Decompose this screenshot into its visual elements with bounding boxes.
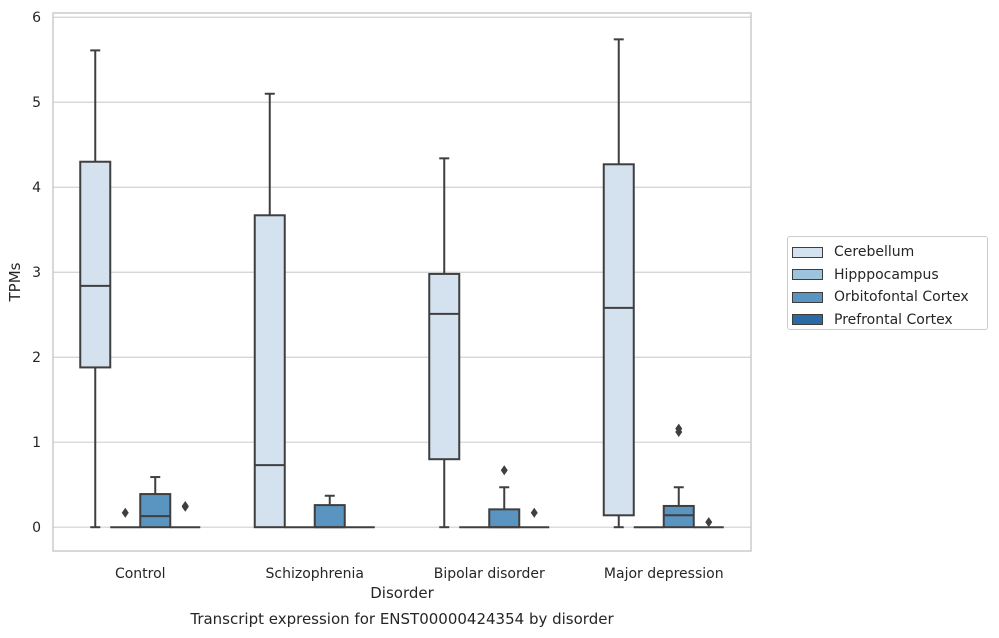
gridlines: [53, 16, 751, 528]
legend-label: Prefrontal Cortex: [834, 311, 953, 328]
box-body: [662, 504, 695, 529]
legend-label: Cerebellum: [834, 244, 915, 261]
legend: Cerebellum Hipppocampus Orbitofontal Cor…: [787, 236, 988, 330]
box-orbitofontal-cortex: [488, 465, 521, 529]
box-orbitofontal-cortex: [139, 476, 172, 529]
x-axis-label: Disorder: [370, 584, 434, 602]
box-body: [488, 508, 521, 529]
legend-label: Hipppocampus: [834, 266, 939, 283]
y-tick-label: 0: [32, 520, 41, 536]
outlier-point: [181, 500, 189, 511]
box-body: [428, 272, 461, 461]
legend-item-prefrontal-cortex: Prefrontal Cortex: [792, 309, 987, 332]
box-cerebellum: [428, 157, 461, 529]
legend-swatch-cerebellum: [792, 246, 823, 258]
box-orbitofontal-cortex: [662, 423, 695, 529]
y-tick-label: 6: [32, 10, 41, 26]
box-body: [602, 163, 635, 517]
legend-item-hippocampus: Hipppocampus: [792, 264, 987, 287]
legend-swatch-orbitofrontal-cortex: [792, 291, 823, 303]
outlier-point: [500, 465, 508, 476]
box-body: [79, 160, 112, 369]
box-cerebellum: [602, 38, 635, 529]
outlier-point: [530, 507, 538, 518]
y-tick-label: 3: [32, 265, 41, 281]
box-body: [313, 504, 346, 529]
x-tick-label: Control: [115, 566, 166, 582]
box-prefrontal-cortex: [693, 517, 724, 529]
x-tick-label: Bipolar disorder: [434, 566, 545, 582]
outlier-point: [121, 507, 129, 518]
y-tick-label: 1: [32, 435, 41, 451]
x-tick-label: Schizophrenia: [266, 566, 364, 582]
box-prefrontal-cortex: [519, 507, 550, 529]
x-tick-label: Major depression: [604, 566, 724, 582]
box-prefrontal-cortex: [170, 500, 201, 529]
legend-swatch-prefrontal-cortex: [792, 314, 823, 326]
legend-item-cerebellum: Cerebellum: [792, 241, 987, 264]
box-cerebellum: [79, 49, 112, 529]
outlier-point: [705, 517, 713, 528]
y-axis-label: TPMs: [6, 262, 24, 302]
box-orbitofontal-cortex: [313, 494, 346, 529]
y-tick-label: 2: [32, 350, 41, 366]
outlier-point: [675, 423, 683, 434]
y-tick-label: 4: [32, 180, 41, 196]
legend-swatch-hippocampus: [792, 269, 823, 281]
tick-labels: 0 1 2 3 4 5 6 Control Schizophrenia Bipolar disor…: [32, 10, 724, 582]
plot-frame: [52, 12, 752, 552]
y-tick-label: 5: [32, 95, 41, 111]
boxes-layer: [79, 38, 724, 529]
box-body: [139, 493, 172, 529]
chart-caption: Transcript expression for ENST0000042435…: [190, 610, 614, 628]
box-cerebellum: [253, 92, 286, 529]
legend-label: Orbitofontal Cortex: [834, 289, 969, 306]
box-hipppocampus: [110, 507, 141, 529]
legend-item-orbitofrontal-cortex: Orbitofontal Cortex: [792, 286, 987, 309]
box-body: [253, 214, 286, 529]
